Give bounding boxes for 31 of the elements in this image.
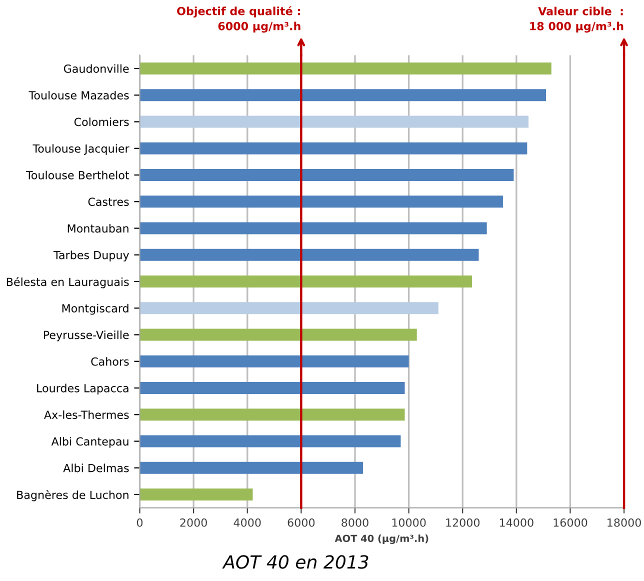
y-tick-label: Toulouse Berthelot (26, 170, 130, 180)
x-tick-label: 4000 (234, 518, 261, 527)
x-tick-label: 14000 (500, 518, 534, 527)
ref-line-label: Valeur cible : 18 000 µg/m³.h (530, 6, 624, 33)
y-tick-label: Albi Cantepau (51, 437, 128, 448)
y-tick-label: Tarbes Dupuy (53, 250, 129, 262)
y-tick-label: Montgiscard (62, 304, 128, 315)
x-tick-label: 6000 (288, 518, 315, 527)
y-tick-label: Cahors (91, 357, 129, 366)
ref-line-label: Objectif de qualité : 6000 µg/m³.h (177, 6, 300, 33)
y-tick-label: Colomiers (74, 118, 129, 126)
y-tick-label: Gaudonville (64, 64, 129, 73)
x-tick-label: 12000 (446, 518, 480, 527)
y-tick-label: Albi Delmas (63, 464, 129, 472)
x-tick-label: 0 (136, 518, 143, 527)
x-tick-label: 16000 (554, 518, 588, 527)
y-tick-label: Bagnères de Luchon (17, 490, 128, 502)
text: AOT 40 en 2013 (222, 555, 368, 569)
y-tick-label: Peyrusse-Vieille (44, 330, 129, 342)
y-tick-label: Montauban (68, 224, 128, 233)
x-tick-label: 2000 (180, 518, 207, 527)
x-tick-label: 10000 (392, 518, 426, 527)
y-tick-label: Castres (88, 198, 129, 206)
y-tick-label: Ax-les-Thermes (44, 410, 129, 419)
y-tick-label: Bélesta en Lauraguais (6, 277, 129, 288)
y-tick-label: Toulouse Mazades (28, 90, 129, 100)
x-tick-label: 18000 (608, 518, 641, 527)
y-tick-label: Toulouse Jacquier (32, 144, 130, 155)
y-tick-label: Lourdes Lapacca (37, 384, 128, 395)
x-axis-title: AOT 40 (µg/m³.h) (334, 534, 428, 544)
x-tick-label: 8000 (342, 518, 368, 527)
